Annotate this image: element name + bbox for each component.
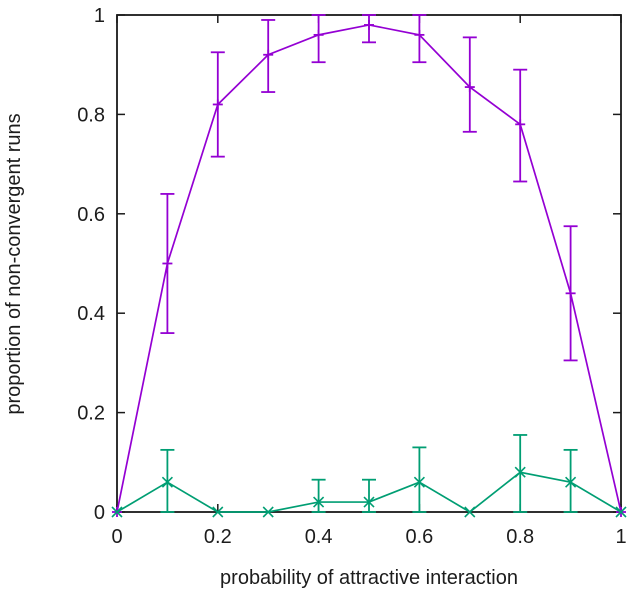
y-tick-label: 1 <box>94 5 105 27</box>
series-1-marker-cross <box>514 466 526 478</box>
series-1-marker-cross <box>262 506 274 518</box>
series-1-marker-cross <box>615 506 627 518</box>
series-1-marker-cross <box>313 496 325 508</box>
x-tick-label: 0.8 <box>506 526 534 548</box>
y-tick-label: 0.2 <box>77 403 105 425</box>
x-tick-label: 1 <box>615 526 626 548</box>
x-tick-label: 0.2 <box>204 526 232 548</box>
series-1-marker-cross <box>161 476 173 488</box>
series-1-marker-cross <box>212 506 224 518</box>
series-1-marker-cross <box>111 506 123 518</box>
series-1-marker-cross <box>413 476 425 488</box>
x-tick-label: 0.6 <box>405 526 433 548</box>
series-1-marker-cross <box>363 496 375 508</box>
plot-border <box>116 14 622 513</box>
x-tick-label: 0.4 <box>305 526 333 548</box>
y-tick-label: 0 <box>94 502 105 524</box>
y-tick-label: 0.6 <box>77 204 105 226</box>
x-axis-title: probability of attractive interaction <box>220 567 518 589</box>
series-1-marker-cross <box>464 506 476 518</box>
plot-area: 0 0.2 0.4 0.6 0.8 1 0 0.2 0.4 0.6 0.8 1 <box>77 5 627 548</box>
y-tick-label: 0.4 <box>77 303 105 325</box>
series-0-line <box>116 24 622 513</box>
y-axis-title: proportion of non-convergent runs <box>3 113 25 414</box>
y-tick-label: 0.8 <box>77 104 105 126</box>
series-1-marker-cross <box>565 476 577 488</box>
x-tick-label: 0 <box>111 526 122 548</box>
